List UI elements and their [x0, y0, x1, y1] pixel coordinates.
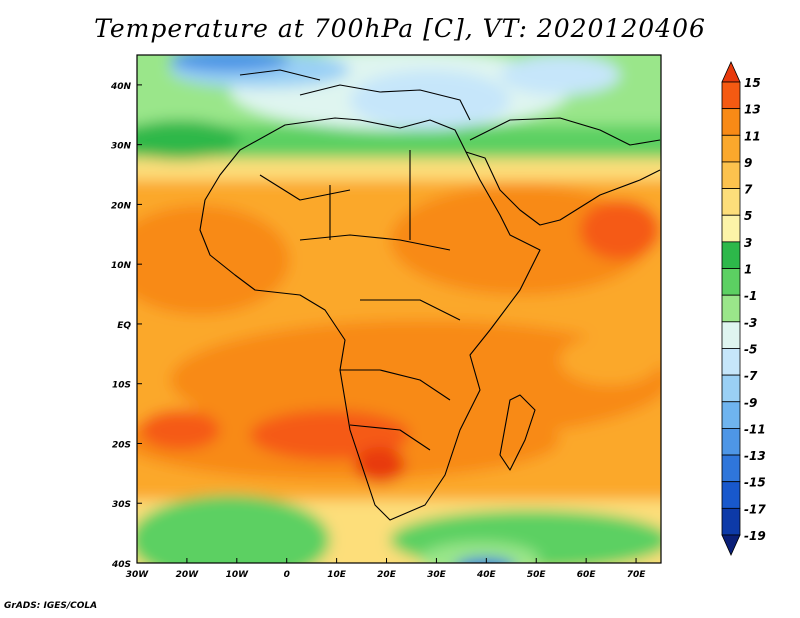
lat-tick-label: 20S: [112, 440, 131, 450]
lon-tick-label: 10E: [327, 570, 347, 580]
colorbar-label: 9: [744, 156, 752, 170]
colorbar-label: -11: [744, 422, 766, 436]
colorbar-swatch: [721, 61, 741, 83]
lat-tick-label: EQ: [117, 321, 131, 331]
colorbar-swatch: [721, 108, 741, 136]
colorbar-label: -3: [744, 316, 757, 330]
colorbar-swatch: [721, 214, 741, 243]
colorbar-label: 3: [744, 236, 752, 250]
colorbar-label: 5: [744, 209, 752, 223]
colorbar-label: -1: [744, 289, 757, 303]
lon-tick-label: 40E: [476, 570, 497, 580]
colorbar: 15 13 11 9 7 5 3 1 -1 -3 -5 -7 -9 -11 -13 -15 -17 -19: [721, 61, 766, 556]
colorbar-label: -5: [744, 342, 757, 356]
colorbar-swatch: [721, 268, 741, 296]
lon-tick-label: 60E: [577, 570, 597, 580]
coastline: [199, 69, 661, 521]
colorbar-swatch: [721, 428, 741, 456]
colorbar-swatch: [721, 241, 741, 269]
lon-tick-label: 30W: [126, 570, 150, 580]
colorbar-swatch: [721, 294, 741, 323]
colorbar-label: 1: [744, 263, 752, 277]
colorbar-swatch: [721, 81, 741, 110]
lat-tick-label: 40N: [110, 82, 132, 92]
colorbar-label: -7: [744, 369, 758, 383]
latitude-axis: 40N 30N 20N 10N EQ 10S 20S 30S 40S: [110, 82, 142, 570]
lon-tick-label: 0: [284, 570, 290, 580]
colorbar-swatch: [721, 374, 741, 403]
colorbar-label: -9: [744, 396, 757, 410]
lon-tick-label: 10W: [226, 570, 250, 580]
colorbar-label: 11: [744, 129, 761, 143]
colorbar-swatch: [721, 401, 741, 429]
lat-tick-label: 20N: [111, 201, 132, 211]
lat-tick-label: 30N: [111, 142, 132, 152]
longitude-axis: 30W 20W 10W 0 10E 20E 30E 40E 50E 60E 70E: [126, 558, 646, 580]
plot-frame: [136, 54, 662, 564]
colorbar-swatch: [721, 321, 741, 349]
lon-tick-label: 30E: [427, 570, 447, 580]
lon-tick-label: 20W: [176, 570, 200, 580]
colorbar-label: -19: [744, 529, 766, 543]
colorbar-swatch: [721, 134, 741, 163]
colorbar-swatch: [721, 481, 741, 509]
colorbar-label: 15: [744, 76, 761, 90]
colorbar-label: -13: [744, 449, 766, 463]
colorbar-swatch: [721, 348, 741, 376]
colorbar-label: 13: [744, 103, 761, 117]
lat-tick-label: 10N: [111, 261, 132, 271]
colorbar-swatch: [721, 188, 741, 216]
credit-text: GrADS: IGES/COLA: [4, 601, 98, 611]
colorbar-label: -15: [744, 476, 766, 490]
map-title: Temperature at 700hPa [C], VT: 202012040…: [94, 14, 706, 43]
lon-tick-label: 20E: [377, 570, 397, 580]
colorbar-label: 7: [744, 183, 753, 197]
lon-tick-label: 70E: [627, 570, 647, 580]
colorbar-swatch: [721, 454, 741, 483]
colorbar-swatch: [721, 507, 741, 536]
colorbar-label: -17: [744, 502, 766, 516]
lat-tick-label: 40S: [111, 560, 131, 570]
lat-tick-label: 10S: [112, 381, 131, 391]
lat-tick-label: 30S: [112, 500, 131, 510]
temperature-field: [137, 55, 661, 563]
lon-tick-label: 50E: [527, 570, 547, 580]
colorbar-swatch: [721, 534, 741, 556]
colorbar-swatch: [721, 161, 741, 189]
